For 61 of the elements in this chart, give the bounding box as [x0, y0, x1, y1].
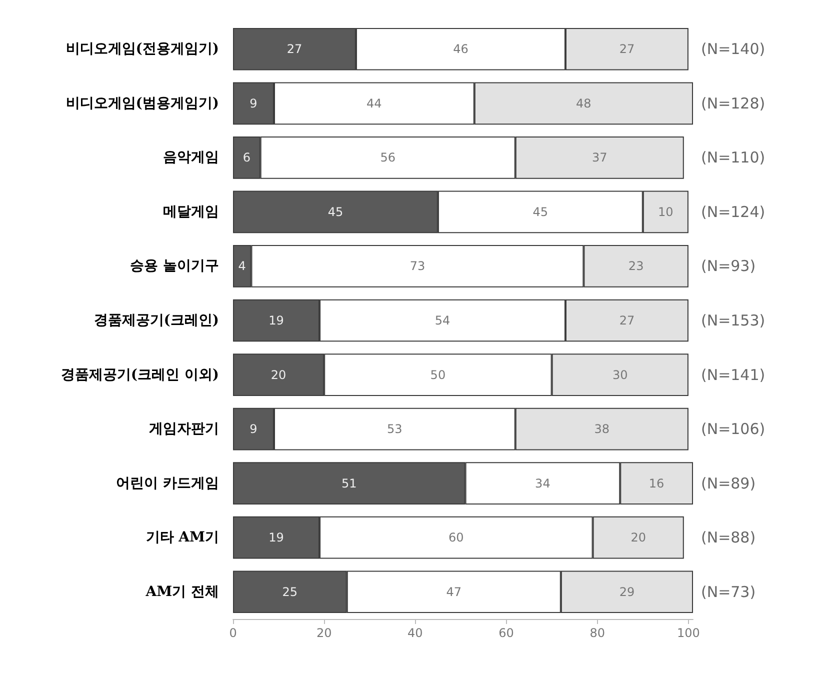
data-label: 19: [268, 314, 284, 328]
text: (N=93): [701, 257, 756, 276]
data-label: 4: [238, 259, 246, 274]
data-label: 27: [619, 42, 635, 56]
data-label: 19: [268, 530, 284, 545]
text: (N=106): [701, 420, 766, 438]
x-tick-label: 40: [408, 626, 423, 640]
data-label: 6: [242, 150, 250, 165]
y-tick-label: AM기 전체: [144, 584, 219, 600]
data-label: 23: [628, 259, 644, 274]
data-label: 45: [328, 204, 344, 219]
data-label: 73: [410, 259, 426, 274]
data-label: 9: [250, 96, 258, 110]
text: (N=140): [701, 40, 766, 58]
y-tick-label: 음악게임: [163, 150, 219, 166]
x-tick-label: 80: [590, 626, 605, 640]
data-label: 20: [630, 530, 646, 545]
data-label: 44: [366, 96, 382, 110]
text: (N=89): [701, 474, 756, 492]
data-label: 10: [658, 204, 674, 219]
data-label: 20: [270, 368, 286, 382]
x-tick-label: 60: [498, 626, 514, 640]
y-tick-label: 비디오게임(범용게임기): [66, 95, 219, 112]
data-label: 37: [592, 150, 608, 165]
data-label: 47: [446, 584, 462, 599]
y-tick-label: 승용 놀이기구: [130, 258, 219, 274]
text: (N=153): [701, 312, 766, 330]
data-label: 29: [619, 584, 635, 599]
text: (N=88): [701, 528, 756, 547]
y-tick-label: 메달게임: [163, 204, 219, 220]
x-tick-label: 0: [229, 626, 237, 640]
data-label: 30: [612, 368, 628, 382]
data-label: 50: [430, 368, 446, 382]
text: (N=73): [701, 582, 756, 601]
data-label: 25: [282, 584, 298, 599]
y-tick-label: 어린이 카드게임: [116, 475, 219, 492]
text: (N=110): [701, 148, 766, 167]
text: (N=128): [701, 94, 766, 112]
y-tick-label: 기타 AM기: [146, 530, 219, 546]
data-label: 27: [286, 42, 302, 56]
data-label: 51: [342, 476, 357, 490]
data-label: 53: [387, 422, 402, 436]
text: (N=124): [701, 202, 766, 221]
data-label: 56: [380, 150, 396, 165]
data-label: 45: [532, 204, 548, 219]
y-tick-label: 경품제공기(크레인 이외): [60, 366, 219, 383]
x-tick-label: 100: [676, 626, 700, 640]
data-label: 38: [594, 422, 610, 436]
y-tick-label: 경품제공기(크레인): [94, 312, 219, 328]
data-label: 46: [453, 42, 468, 56]
text: (N=141): [701, 366, 766, 384]
x-tick-label: 20: [316, 626, 332, 640]
data-label: 9: [250, 422, 258, 436]
data-label: 54: [434, 314, 450, 328]
data-label: 27: [619, 314, 635, 328]
data-label: 34: [535, 476, 550, 490]
data-label: 16: [648, 476, 664, 490]
data-label: 48: [576, 96, 592, 110]
y-tick-label: 게임자판기: [149, 421, 219, 438]
y-tick-label: 비디오게임(전용게임기): [66, 41, 219, 58]
data-label: 60: [448, 530, 464, 545]
